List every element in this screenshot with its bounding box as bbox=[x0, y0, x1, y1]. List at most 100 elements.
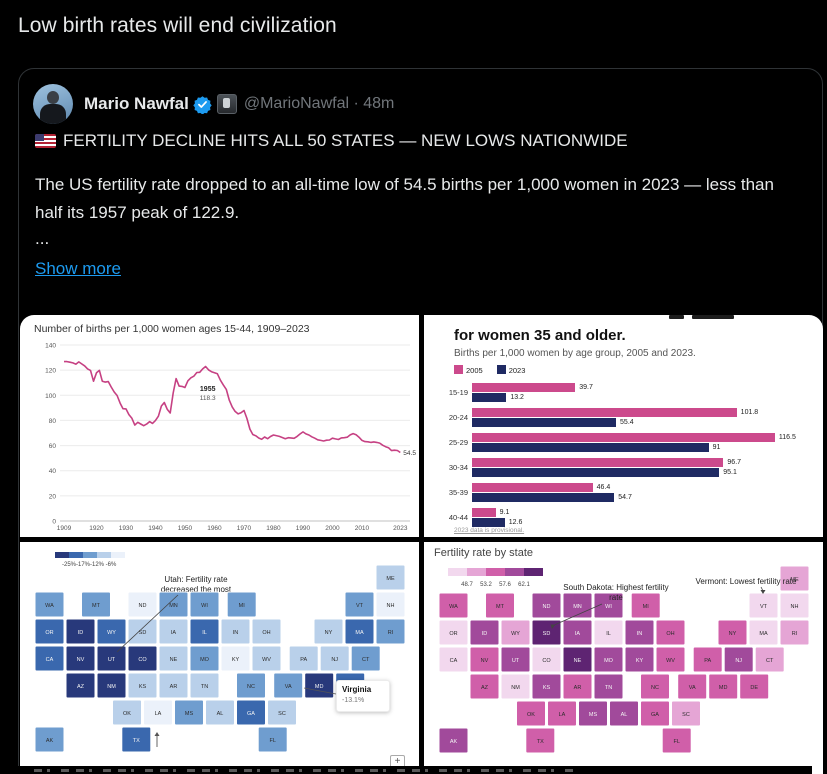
state-tile-NE bbox=[158, 645, 189, 672]
state-tile-AL bbox=[205, 699, 235, 726]
state-label-NY: NY bbox=[325, 630, 333, 636]
bar-category-label: 30-34 bbox=[448, 463, 468, 472]
show-more-link[interactable]: Show more bbox=[35, 259, 121, 278]
state-tile-MA bbox=[344, 618, 375, 645]
state-tile-NM bbox=[96, 672, 127, 699]
bar-group-25-29: 25-29 116.5 91 bbox=[424, 433, 823, 452]
state-label-ND: ND bbox=[543, 604, 551, 610]
x-tick-label: 1920 bbox=[89, 525, 104, 532]
state-tile-OK bbox=[516, 700, 546, 727]
state-label-NM: NM bbox=[511, 685, 520, 691]
bar-pair: 9.1 12.6 bbox=[472, 508, 522, 527]
legend-label: -12% bbox=[90, 562, 105, 568]
state-tile-OR bbox=[438, 619, 469, 646]
avatar-head bbox=[47, 91, 59, 104]
state-label-FL: FL bbox=[673, 739, 679, 745]
state-label-MT: MT bbox=[496, 604, 505, 610]
state-tile-OR bbox=[34, 618, 65, 645]
bar-2005-20-24: 101.8 bbox=[472, 408, 758, 417]
quote-card[interactable]: Mario Nawfal @MarioNawfal · 48m FERTILIT… bbox=[18, 68, 823, 774]
state-label-AL: AL bbox=[217, 711, 224, 717]
state-tile-NV bbox=[469, 646, 500, 673]
legend-swatch-2023 bbox=[496, 365, 506, 374]
bar-fill bbox=[472, 493, 615, 502]
state-label-TN: TN bbox=[201, 684, 208, 690]
state-label-WI: WI bbox=[201, 603, 208, 609]
x-tick-label: 1980 bbox=[266, 525, 281, 532]
bar-category-label: 40-44 bbox=[448, 513, 468, 522]
state-label-NE: NE bbox=[574, 658, 582, 664]
rate-map-image[interactable]: Fertility rate by state 48.7 53.2 57.6 62.1… bbox=[424, 542, 823, 774]
legend-swatch bbox=[83, 552, 97, 558]
state-tile-ID bbox=[65, 618, 96, 645]
state-label-KY: KY bbox=[232, 657, 240, 663]
state-tile-IA bbox=[158, 618, 189, 645]
state-tile-VA bbox=[273, 672, 304, 699]
state-tile-CO bbox=[531, 646, 562, 673]
state-tile-AZ bbox=[65, 672, 96, 699]
meta-dot: · bbox=[353, 95, 359, 112]
decline-map-image[interactable]: -25% -17% -12% -6% Utah: Fertility rate decre… bbox=[20, 542, 419, 774]
state-tile-VT bbox=[344, 591, 375, 618]
author-name[interactable]: Mario Nawfal bbox=[84, 94, 189, 113]
bar-value-label: 54.7 bbox=[618, 494, 632, 501]
y-tick-label: 60 bbox=[49, 443, 57, 450]
bar-chart-image[interactable]: for women 35 and older. Births per 1,000… bbox=[424, 315, 823, 537]
state-label-NC: NC bbox=[651, 685, 659, 691]
rate-map-title: Fertility rate by state bbox=[434, 547, 534, 559]
state-label-NM: NM bbox=[107, 684, 116, 690]
state-tile-CA bbox=[34, 645, 65, 672]
south-dakota-arrowhead bbox=[550, 624, 556, 629]
line-chart-image[interactable]: Number of births per 1,000 women ages 15… bbox=[20, 315, 419, 537]
author-row[interactable]: Mario Nawfal @MarioNawfal · 48m bbox=[33, 84, 394, 124]
bar-group-15-19: 15-19 39.7 13.2 bbox=[424, 383, 823, 402]
y-tick-label: 80 bbox=[49, 418, 57, 425]
state-label-AK: AK bbox=[450, 739, 458, 745]
state-tile-TX bbox=[525, 727, 556, 754]
state-label-AK: AK bbox=[46, 738, 54, 744]
bar-fill bbox=[472, 458, 724, 467]
legend-swatch-2005 bbox=[454, 365, 463, 374]
bar-chart-rows: 15-19 39.7 13.2 20-24 101.8 55.4 25-29 116.5 91 3… bbox=[424, 383, 823, 533]
state-tile-MI bbox=[226, 591, 257, 618]
state-label-SD: SD bbox=[139, 630, 147, 636]
state-label-MT: MT bbox=[92, 603, 101, 609]
state-tile-MD bbox=[304, 672, 335, 699]
state-label-VA: VA bbox=[689, 685, 696, 691]
end-value-label: 54.5 bbox=[403, 450, 416, 457]
legend-swatch bbox=[505, 568, 524, 576]
state-tile-KS bbox=[127, 672, 158, 699]
state-label-SC: SC bbox=[278, 711, 286, 717]
peak-annotation-value: 118.3 bbox=[200, 395, 216, 402]
state-tile-SC bbox=[267, 699, 297, 726]
x-tick-label: 1950 bbox=[178, 525, 193, 532]
legend-swatch bbox=[111, 552, 125, 558]
legend-swatch bbox=[97, 552, 111, 558]
state-label-WA: WA bbox=[449, 604, 458, 610]
cropped-title-fragment bbox=[692, 315, 734, 319]
peak-annotation-year: 1955 bbox=[200, 386, 216, 393]
state-tile-ME bbox=[375, 564, 406, 591]
bar-pair: 96.7 95.1 bbox=[472, 458, 741, 477]
state-label-AR: AR bbox=[170, 684, 178, 690]
legend-label: -25% bbox=[62, 562, 77, 568]
state-label-IN: IN bbox=[637, 631, 643, 637]
state-tile-RI bbox=[375, 618, 406, 645]
affiliate-badge[interactable] bbox=[216, 94, 237, 114]
avatar[interactable] bbox=[33, 84, 73, 124]
state-label-KY: KY bbox=[636, 658, 644, 664]
bar-value-label: 13.2 bbox=[510, 394, 524, 401]
state-tile-NJ bbox=[319, 645, 350, 672]
state-label-WY: WY bbox=[511, 631, 520, 637]
author-meta: @MarioNawfal · 48m bbox=[244, 95, 395, 113]
virginia-tooltip: Virginia -13.1% bbox=[336, 680, 390, 712]
state-tile-MT bbox=[485, 592, 515, 619]
state-tile-IL bbox=[189, 618, 220, 645]
state-tile-MD bbox=[708, 673, 739, 700]
bar-2023-15-19: 13.2 bbox=[472, 393, 593, 402]
bar-value-label: 101.8 bbox=[740, 409, 759, 416]
state-tile-NE bbox=[562, 646, 593, 673]
y-tick-label: 40 bbox=[49, 468, 57, 475]
state-label-NH: NH bbox=[387, 603, 395, 609]
bar-2023-35-39: 54.7 bbox=[472, 493, 632, 502]
